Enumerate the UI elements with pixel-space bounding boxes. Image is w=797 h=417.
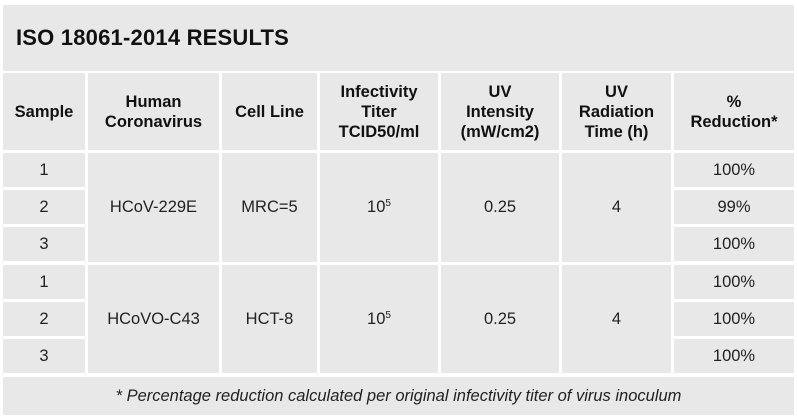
cell-line-cell: HCT-8 xyxy=(222,265,320,376)
titer-cell: 105 xyxy=(320,265,441,376)
page-title: ISO 18061-2014 RESULTS xyxy=(3,5,794,71)
header-sample: Sample xyxy=(3,73,88,153)
header-percent-reduction: % Reduction* xyxy=(674,73,794,153)
reduction-cell: 99% xyxy=(674,190,794,227)
sample-cell: 3 xyxy=(3,227,88,265)
header-uv-intensity: UV Intensity (mW/cm2) xyxy=(441,73,562,153)
sample-cell: 3 xyxy=(3,339,88,376)
uv-intensity-cell: 0.25 xyxy=(441,265,562,376)
results-table: Sample Human Coronavirus Cell Line Infect… xyxy=(3,73,794,376)
cell-line-cell: MRC=5 xyxy=(222,153,320,265)
footnote: * Percentage reduction calculated per or… xyxy=(3,377,794,415)
header-cell-line: Cell Line xyxy=(222,73,320,153)
uv-time-cell: 4 xyxy=(562,153,674,265)
sample-cell: 2 xyxy=(3,190,88,227)
virus-cell: HCoV-229E xyxy=(88,153,222,265)
table-row: 3 100% xyxy=(3,227,794,265)
table-row: 3 100% xyxy=(3,339,794,376)
table-row: 2 100% xyxy=(3,302,794,339)
reduction-cell: 100% xyxy=(674,153,794,190)
header-human-coronavirus: Human Coronavirus xyxy=(88,73,222,153)
reduction-cell: 100% xyxy=(674,265,794,302)
uv-intensity-cell: 0.25 xyxy=(441,153,562,265)
sample-cell: 2 xyxy=(3,302,88,339)
table-header-row: Sample Human Coronavirus Cell Line Infect… xyxy=(3,73,794,153)
titer-cell: 105 xyxy=(320,153,441,265)
reduction-cell: 100% xyxy=(674,302,794,339)
uv-time-cell: 4 xyxy=(562,265,674,376)
header-uv-radiation-time: UV Radiation Time (h) xyxy=(562,73,674,153)
header-infectivity-titer: Infectivity Titer TCID50/ml xyxy=(320,73,441,153)
table-row: 1 HCoV-229E MRC=5 105 0.25 4 100% xyxy=(3,153,794,265)
reduction-cell: 100% xyxy=(674,339,794,376)
reduction-cell: 100% xyxy=(674,227,794,265)
sample-cell: 1 xyxy=(3,265,88,302)
table-row: 1 HCoVO-C43 HCT-8 105 0.25 4 100% xyxy=(3,265,794,376)
sample-cell: 1 xyxy=(3,153,88,190)
virus-cell: HCoVO-C43 xyxy=(88,265,222,376)
table-row: 2 99% xyxy=(3,190,794,227)
